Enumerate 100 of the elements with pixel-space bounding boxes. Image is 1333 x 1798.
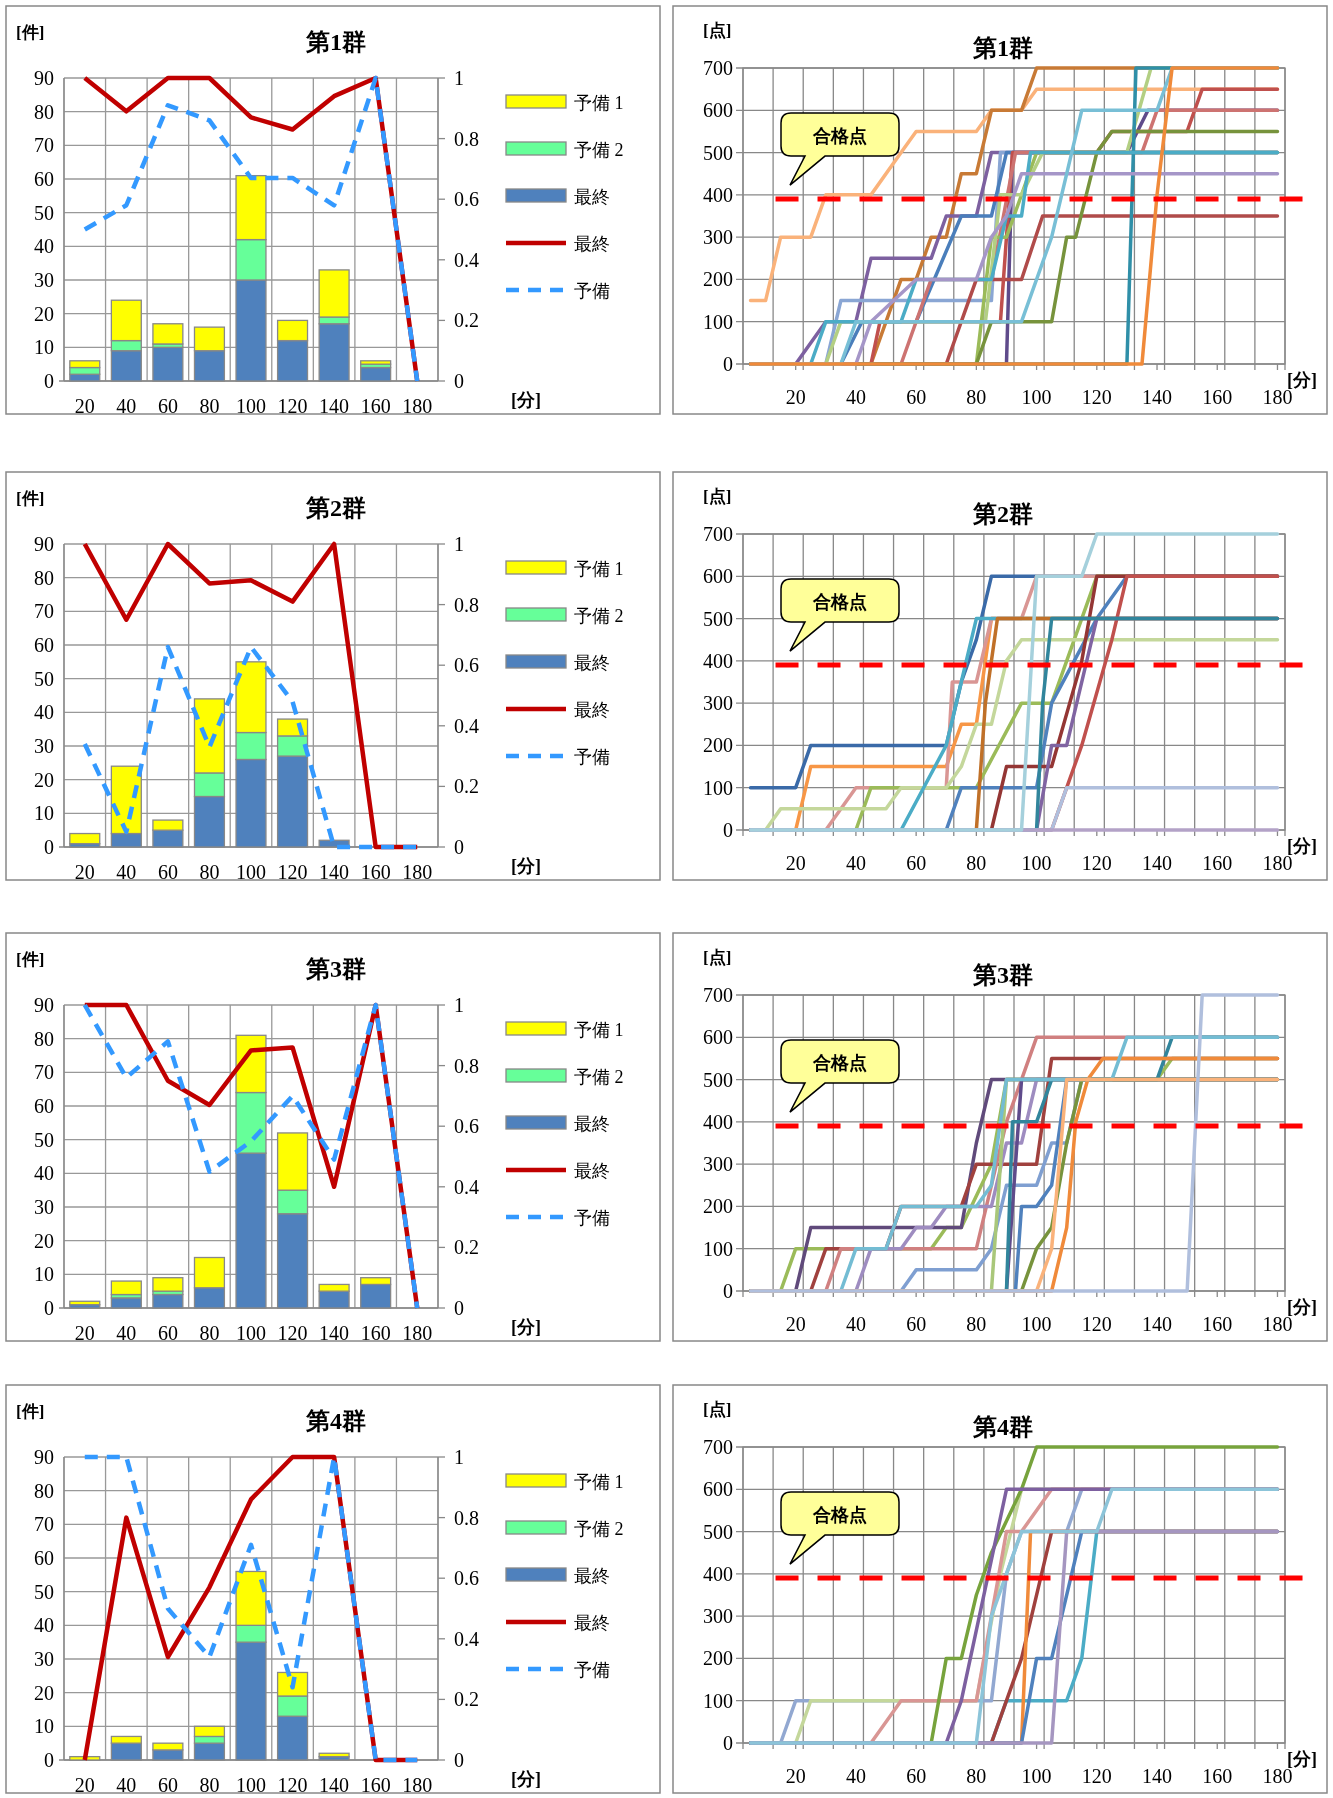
chart-title: 第1群 — [972, 35, 1033, 61]
y-tick-label: 40 — [34, 701, 54, 724]
y-tick-label: 20 — [34, 302, 54, 325]
legend-label: 予備 — [574, 747, 610, 767]
y2-tick-label: 0.8 — [454, 1054, 479, 1077]
y-tick-label: 70 — [34, 1061, 54, 1084]
legend-label: 最終 — [574, 1613, 610, 1633]
y-tick-label: 90 — [34, 1446, 54, 1468]
x-tick-label: 60 — [157, 1322, 178, 1344]
y-tick-label: 80 — [34, 100, 54, 123]
y-axis-title: [点] — [703, 21, 732, 40]
y-tick-label: 100 — [703, 310, 733, 333]
y2-tick-label: 1 — [454, 1446, 464, 1468]
x-tick-label: 100 — [236, 1774, 266, 1796]
y2-tick-label: 0.2 — [454, 309, 479, 332]
x-tick-label: 20 — [785, 1313, 806, 1335]
y-tick-label: 60 — [34, 1547, 54, 1569]
y-tick-label: 200 — [703, 1195, 733, 1218]
x-axis-title: [分] — [1287, 370, 1317, 390]
legend-label: 予備 — [574, 1660, 610, 1680]
x-tick-label: 180 — [402, 395, 433, 417]
legend-label: 最終 — [574, 1566, 610, 1586]
x-tick-label: 180 — [402, 861, 433, 883]
x-tick-label: 140 — [319, 1322, 350, 1344]
x-tick-label: 100 — [1021, 852, 1052, 874]
legend-label: 予備 2 — [574, 140, 624, 160]
y-tick-label: 60 — [34, 168, 54, 190]
y-tick-label: 70 — [34, 1513, 54, 1536]
y2-tick-label: 1 — [454, 533, 464, 555]
y-tick-label: 400 — [703, 649, 733, 672]
x-axis-title: [分] — [511, 390, 541, 410]
x-tick-label: 40 — [116, 861, 137, 883]
y-tick-label: 100 — [703, 1237, 733, 1260]
y-tick-label: 200 — [703, 268, 733, 291]
y-tick-label: 70 — [34, 600, 54, 623]
x-tick-label: 140 — [319, 395, 350, 417]
legend-label: 予備 2 — [574, 1067, 624, 1087]
x-tick-label: 40 — [845, 852, 866, 874]
y-tick-label: 500 — [703, 1068, 733, 1091]
x-tick-label: 20 — [74, 395, 95, 417]
y2-tick-label: 0 — [454, 1297, 464, 1319]
x-axis-title: [分] — [511, 1317, 541, 1337]
legend-label: 最終 — [574, 234, 610, 254]
y-tick-label: 50 — [34, 1128, 54, 1151]
x-tick-label: 80 — [966, 852, 987, 874]
x-tick-label: 100 — [236, 861, 266, 883]
x-axis-title: [分] — [511, 856, 541, 876]
y-tick-label: 40 — [34, 235, 54, 258]
y-tick-label: 10 — [34, 336, 54, 359]
x-tick-label: 60 — [157, 395, 178, 417]
y-tick-label: 50 — [34, 1580, 54, 1603]
x-tick-label: 100 — [1021, 386, 1052, 408]
x-tick-label: 40 — [116, 395, 137, 417]
legend-label: 最終 — [574, 653, 610, 673]
y-tick-label: 0 — [44, 1749, 54, 1771]
x-tick-label: 160 — [360, 1774, 391, 1796]
y-tick-label: 0 — [723, 1280, 733, 1302]
y2-tick-label: 0 — [454, 370, 464, 392]
y-tick-label: 600 — [703, 99, 733, 122]
y2-tick-label: 1 — [454, 67, 464, 89]
x-tick-label: 140 — [1142, 1765, 1173, 1787]
y2-tick-label: 0.6 — [454, 654, 479, 677]
y-tick-label: 300 — [703, 1153, 733, 1176]
y-tick-label: 300 — [703, 692, 733, 715]
y2-tick-label: 1 — [454, 994, 464, 1016]
x-tick-label: 140 — [1142, 386, 1173, 408]
y-tick-label: 40 — [34, 1162, 54, 1185]
x-tick-label: 100 — [236, 395, 266, 417]
y-tick-label: 20 — [34, 1681, 54, 1704]
y-tick-label: 80 — [34, 1027, 54, 1050]
y-tick-label: 700 — [703, 1436, 733, 1458]
x-tick-label: 60 — [906, 1765, 927, 1787]
y-tick-label: 20 — [34, 768, 54, 791]
y-tick-label: 40 — [34, 1614, 54, 1637]
x-tick-label: 80 — [966, 1765, 987, 1787]
x-tick-label: 180 — [402, 1774, 433, 1796]
x-tick-label: 120 — [1081, 1765, 1112, 1787]
y-tick-label: 0 — [723, 353, 733, 375]
y2-tick-label: 0.2 — [454, 1236, 479, 1259]
x-tick-label: 120 — [277, 1774, 308, 1796]
x-axis-title: [分] — [511, 1769, 541, 1789]
x-tick-label: 160 — [1202, 852, 1233, 874]
chart-title: 第4群 — [305, 1408, 366, 1434]
ref-line-label: 合格点 — [812, 125, 867, 146]
x-tick-label: 160 — [1202, 386, 1233, 408]
x-tick-label: 120 — [277, 395, 308, 417]
y-tick-label: 90 — [34, 67, 54, 89]
y-tick-label: 0 — [44, 1297, 54, 1319]
y-tick-label: 90 — [34, 994, 54, 1016]
y-tick-label: 700 — [703, 523, 733, 545]
x-axis-title: [分] — [1287, 1297, 1317, 1317]
y2-tick-label: 0.2 — [454, 1688, 479, 1711]
x-tick-label: 120 — [1081, 386, 1112, 408]
y-tick-label: 500 — [703, 1520, 733, 1543]
y-axis-title: [点] — [703, 948, 732, 967]
x-tick-label: 100 — [1021, 1765, 1052, 1787]
x-tick-label: 140 — [1142, 852, 1173, 874]
x-tick-label: 160 — [1202, 1313, 1233, 1335]
y2-tick-label: 0.2 — [454, 775, 479, 798]
ref-line-label: 合格点 — [812, 591, 867, 612]
